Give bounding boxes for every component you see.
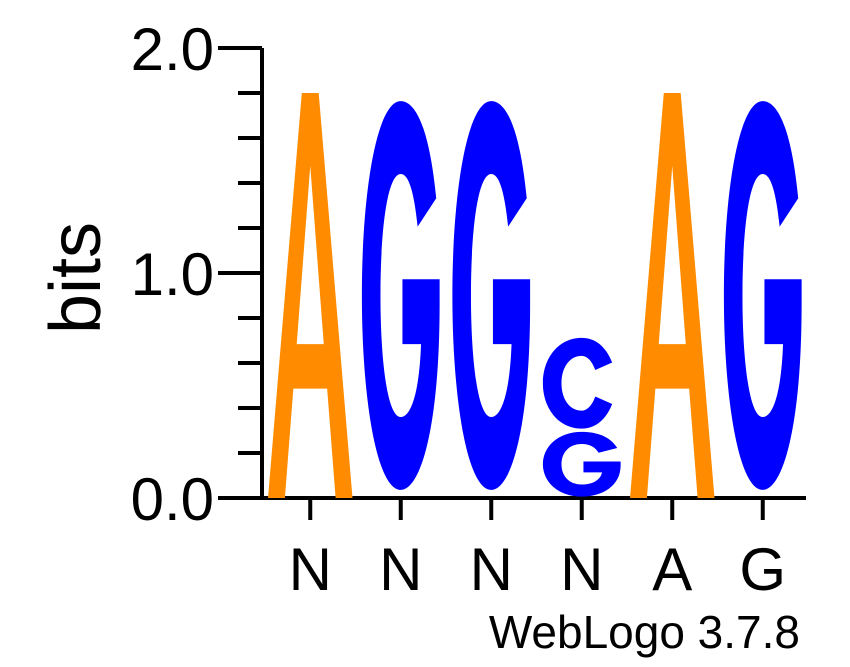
letter-a-pos-1 bbox=[268, 93, 353, 498]
x-tick-label: N bbox=[289, 536, 332, 603]
y-tick-label: 0.0 bbox=[131, 466, 214, 533]
y-tick-label: 1.0 bbox=[131, 241, 214, 308]
x-tick-label: N bbox=[470, 536, 513, 603]
letter-stacks bbox=[268, 93, 802, 498]
x-tick-label: N bbox=[560, 536, 603, 603]
x-tick-label: A bbox=[652, 536, 692, 603]
letter-g-pos-3 bbox=[452, 101, 530, 490]
weblogo-footer: WebLogo 3.7.8 bbox=[489, 606, 800, 658]
y-axis-label: bits bbox=[36, 222, 116, 334]
letter-g-pos-4 bbox=[543, 432, 621, 497]
x-tick-label: N bbox=[379, 536, 422, 603]
x-tick-label: G bbox=[739, 536, 786, 603]
letter-c-pos-4 bbox=[543, 338, 612, 429]
y-tick-label: 2.0 bbox=[131, 16, 214, 83]
letter-a-pos-5 bbox=[630, 93, 715, 498]
letter-g-pos-6 bbox=[724, 101, 802, 490]
letter-g-pos-2 bbox=[362, 101, 440, 490]
